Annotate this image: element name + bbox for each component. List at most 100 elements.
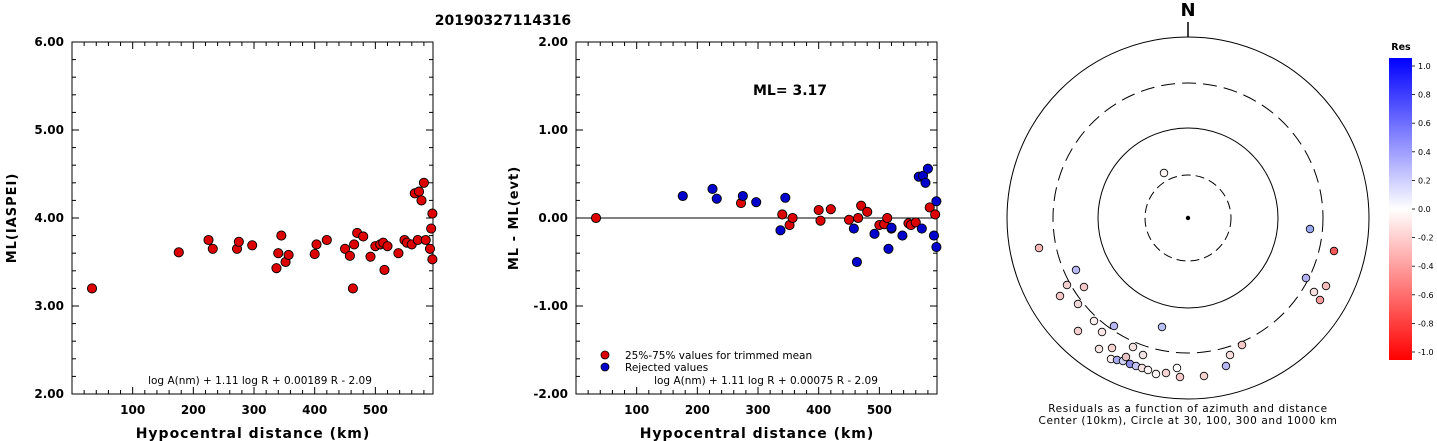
- colorbar-tick-label: -0.2: [1418, 234, 1434, 243]
- station-residual-marker: [1121, 352, 1131, 362]
- station-residual-marker: [1089, 316, 1099, 326]
- ml-point: [427, 254, 438, 265]
- x-tick-label: 500: [363, 403, 388, 417]
- ml-point: [413, 186, 425, 197]
- rejected-point: [916, 223, 927, 234]
- trimmed-point: [777, 209, 788, 220]
- y-tick-label: 1.00: [538, 123, 568, 137]
- rejected-point: [707, 183, 718, 195]
- rejected-point: [711, 193, 722, 204]
- ml-point: [271, 263, 282, 274]
- rejected-point: [848, 223, 859, 234]
- ml-point: [86, 283, 98, 294]
- ml-annotation: ML= 3.17: [753, 83, 827, 99]
- x-tick-label: 200: [181, 403, 206, 417]
- trimmed-point: [853, 212, 864, 224]
- epicenter-dot: [1185, 215, 1191, 221]
- trimmed-point: [924, 202, 935, 213]
- colorbar-tick-label: -0.4: [1418, 262, 1434, 271]
- rejected-point: [737, 190, 748, 202]
- station-residual-marker: [1321, 281, 1331, 291]
- ml-point: [276, 230, 287, 241]
- y-tick-label: 2.00: [34, 387, 64, 401]
- ml-point: [358, 231, 369, 242]
- station-residual-marker: [1034, 243, 1044, 253]
- station-residual-marker: [1309, 287, 1319, 297]
- ring-300km: [1052, 82, 1324, 354]
- rejected-point: [869, 228, 880, 239]
- trimmed-point: [825, 204, 836, 215]
- ml-point: [339, 243, 351, 254]
- station-residual-marker: [1138, 350, 1148, 360]
- station-residual-marker: [1079, 282, 1089, 292]
- colorbar-tick-label: 0.8: [1418, 91, 1431, 100]
- colorbar-tick-label: 0.4: [1418, 148, 1431, 157]
- station-residual-marker: [1301, 273, 1311, 283]
- station-residual-marker: [1073, 299, 1083, 309]
- station-residual-marker: [1151, 369, 1161, 379]
- ml-point: [283, 249, 294, 261]
- polar-stations: [1034, 168, 1339, 382]
- ml-point: [365, 251, 376, 262]
- y-tick-label: 3.00: [34, 299, 64, 313]
- rejected-point: [886, 222, 897, 233]
- ml-point: [347, 283, 358, 294]
- rejected-point: [931, 241, 942, 253]
- trimmed-point: [813, 205, 824, 216]
- ml-point: [418, 177, 429, 188]
- x-tick-label: 500: [867, 403, 892, 417]
- colorbar-tick-label: 0.2: [1418, 176, 1431, 185]
- x-tick-label: 100: [120, 403, 145, 417]
- rejected-point: [897, 230, 908, 241]
- trimmed-point: [590, 212, 602, 224]
- rejected-point: [931, 196, 942, 207]
- y-tick-label: 5.00: [34, 123, 64, 137]
- ml-point: [203, 234, 214, 246]
- colorbar-tick-label: -0.6: [1418, 291, 1434, 300]
- trimmed-point: [856, 200, 867, 211]
- station-residual-marker: [1329, 246, 1339, 256]
- azimuth-residual-plot: N Residuals as a function of azimuth and…: [1006, 0, 1370, 427]
- legend-marker-rejected: [600, 362, 610, 372]
- legend-marker-trimmed: [600, 350, 610, 360]
- station-residual-marker: [1172, 363, 1182, 373]
- x-axis-label-1: Hypocentral distance (km): [136, 426, 371, 441]
- station-residual-marker: [1073, 326, 1083, 336]
- station-residual-marker: [1143, 365, 1153, 375]
- station-residual-marker: [1097, 327, 1107, 337]
- ml-point: [349, 239, 360, 250]
- ml-point: [344, 250, 355, 261]
- y-tick-label: -2.00: [533, 387, 568, 401]
- trimmed-point: [843, 214, 855, 225]
- station-residual-marker: [1071, 265, 1081, 275]
- polar-caption-line-1: Residuals as a function of azimuth and d…: [1048, 403, 1328, 415]
- formula-1: log A(nm) + 1.11 log R + 0.00189 R - 2.0…: [148, 375, 372, 387]
- ml-point: [273, 248, 284, 259]
- x-tick-label: 200: [685, 403, 710, 417]
- y-tick-label: 0.00: [538, 211, 568, 225]
- trimmed-point: [787, 212, 798, 224]
- station-residual-marker: [1225, 350, 1235, 360]
- ml-point: [416, 195, 427, 206]
- rejected-point: [922, 163, 933, 174]
- rejected-point: [883, 243, 894, 254]
- north-label: N: [1180, 0, 1195, 21]
- trimmed-point: [910, 217, 921, 228]
- ring-100km: [1097, 127, 1279, 309]
- station-residual-marker: [1221, 361, 1231, 371]
- y-axis-label-2: ML - ML(evt): [507, 166, 522, 270]
- x-tick-label: 400: [302, 403, 327, 417]
- x-tick-label: 300: [241, 403, 266, 417]
- rejected-point: [851, 256, 862, 268]
- x-axis-label-2: Hypocentral distance (km): [640, 426, 875, 441]
- ml-point: [321, 234, 332, 246]
- ring-1000km: [1006, 36, 1370, 400]
- y-tick-label: 6.00: [34, 35, 64, 49]
- station-residual-marker: [1315, 295, 1325, 305]
- ml-residual-panel: 100 200 300 400 500 -2.00 -1.00 0.00 1.00 2.00 M…: [507, 35, 942, 441]
- rejected-point: [928, 230, 940, 241]
- y-tick-label: 2.00: [538, 35, 568, 49]
- trimmed-point: [930, 209, 941, 220]
- ml-iaspei-panel: 100 200 300 400 500 2.00 3.00 4.00 5.00 6.00 log…: [5, 35, 438, 441]
- x-tick-label: 400: [806, 403, 831, 417]
